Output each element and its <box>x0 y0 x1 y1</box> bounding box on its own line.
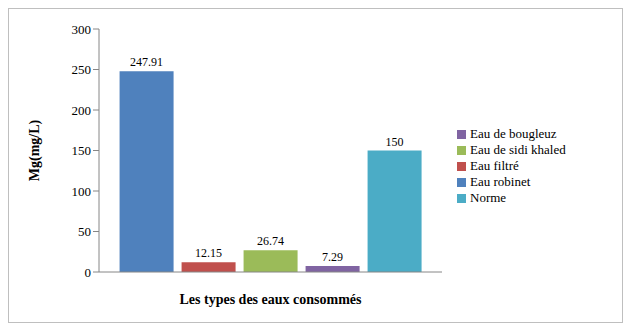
svg-text:250: 250 <box>72 62 92 77</box>
svg-text:100: 100 <box>72 184 92 199</box>
svg-text:247.91: 247.91 <box>130 55 163 69</box>
svg-text:26.74: 26.74 <box>257 234 284 248</box>
svg-text:Mg(mg/L): Mg(mg/L) <box>27 119 43 181</box>
svg-text:150: 150 <box>386 135 404 149</box>
svg-text:300: 300 <box>72 22 92 37</box>
html-text:Eau de bougleuz: Eau de bougleuz <box>470 125 557 141</box>
html-text:Eau robinet: Eau robinet <box>470 173 531 189</box>
svg-text:Les types des eaux consommés: Les types des eaux consommés <box>180 292 363 307</box>
svg-text:150: 150 <box>72 143 92 158</box>
html-text:Norme: Norme <box>470 189 507 205</box>
html-text:Eau de sidi khaled: Eau de sidi khaled <box>470 141 566 157</box>
svg-text:50: 50 <box>78 224 91 239</box>
svg-text:7.29: 7.29 <box>322 250 343 264</box>
svg-text:12.15: 12.15 <box>195 246 222 260</box>
svg-text:200: 200 <box>72 103 92 118</box>
svg-text:0: 0 <box>85 265 92 280</box>
html-text:Eau filtré: Eau filtré <box>470 157 519 173</box>
